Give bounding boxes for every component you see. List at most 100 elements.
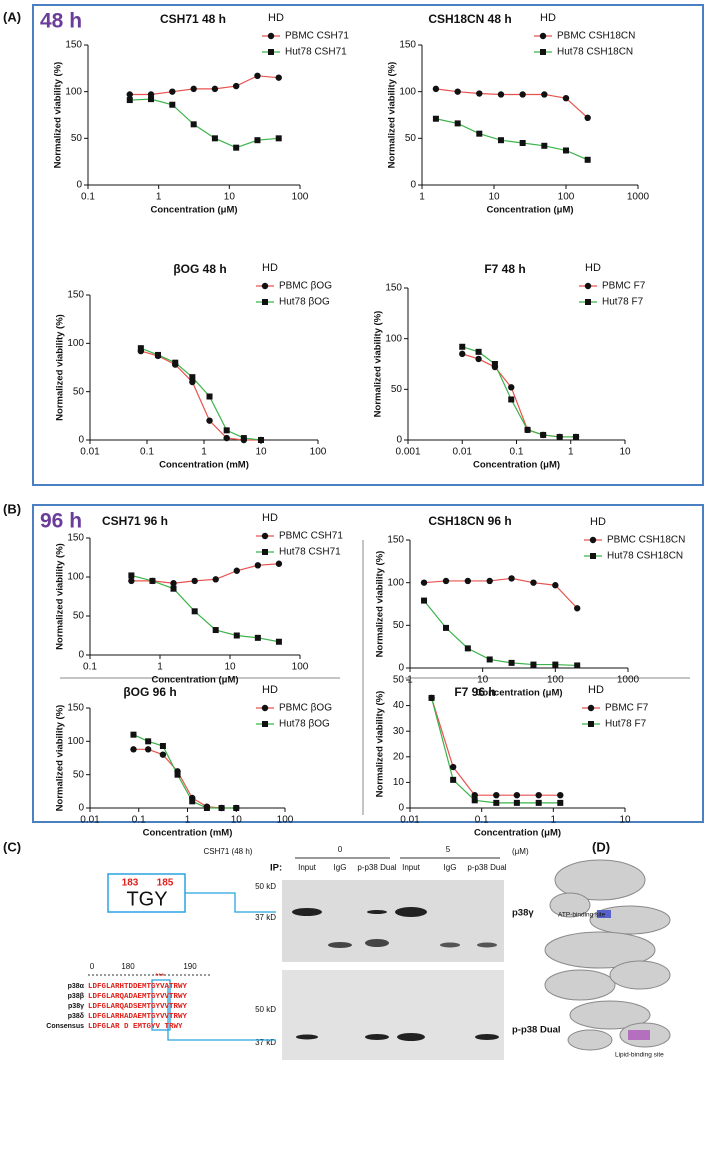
- data-point: [541, 142, 548, 149]
- stars: ***: [155, 972, 164, 981]
- data-point: [464, 645, 471, 652]
- data-point: [573, 433, 580, 440]
- data-point: [454, 120, 461, 127]
- data-point: [475, 355, 482, 363]
- legend-title: HD: [590, 516, 606, 528]
- data-point: [450, 776, 457, 783]
- y-tick-label: 50: [391, 384, 403, 395]
- legend-label: Hut78 CSH71: [279, 547, 341, 558]
- y-tick-label: 100: [67, 572, 84, 583]
- data-point: [275, 135, 282, 142]
- time-label: 48 h: [40, 10, 82, 33]
- callout: [185, 892, 276, 913]
- data-point: [552, 661, 559, 668]
- y-tick-label: 100: [387, 577, 404, 588]
- fit-line: [435, 118, 588, 161]
- data-point: [449, 763, 457, 771]
- data-point: [541, 91, 548, 98]
- fit-line: [133, 734, 237, 809]
- y-tick-label: 20: [393, 751, 405, 762]
- y-axis-label: Normalized viability (%): [375, 691, 386, 798]
- lane-label: IgG: [334, 863, 347, 872]
- data-point: [530, 661, 537, 668]
- data-point: [432, 115, 439, 122]
- data-point: [223, 427, 230, 434]
- residue: 183: [122, 878, 139, 889]
- fit-line: [140, 350, 261, 441]
- legend-marker: [540, 49, 546, 55]
- legend-label: PBMC βOG: [279, 703, 332, 714]
- residue: 185: [157, 878, 174, 889]
- y-tick-label: 50: [71, 133, 83, 144]
- x-tick-label: 1: [156, 192, 162, 203]
- data-point: [471, 797, 478, 804]
- mw-marker: 50 kD: [255, 882, 276, 891]
- y-tick-label: 150: [67, 533, 84, 544]
- x-tick-label: 0.01: [80, 447, 100, 458]
- data-point: [574, 662, 581, 669]
- legend-label: PBMC F7: [605, 703, 649, 714]
- data-point: [562, 95, 570, 102]
- legend-label: PBMC CSH71: [279, 531, 343, 542]
- y-tick-label: 0: [410, 180, 416, 191]
- data-point: [254, 634, 261, 641]
- legend-label: PBMC βOG: [279, 281, 332, 292]
- x-tick-label: 0.01: [80, 815, 100, 826]
- sequence: LDFGLAR D EMTGYV TRWY: [88, 1023, 183, 1031]
- panel-label: (C): [3, 839, 21, 854]
- data-point: [556, 433, 563, 440]
- site-label: ATP-binding site: [558, 912, 606, 919]
- legend-marker: [261, 532, 269, 540]
- legend-label: PBMC F7: [602, 281, 646, 292]
- data-point: [233, 144, 240, 151]
- legend-marker: [261, 282, 269, 290]
- data-point: [508, 396, 515, 403]
- x-tick-label: 10: [619, 815, 631, 826]
- data-point: [169, 101, 176, 108]
- data-point: [189, 378, 196, 386]
- data-point: [258, 437, 264, 443]
- data-point: [189, 374, 196, 381]
- data-point: [126, 91, 133, 98]
- x-tick-label: 0.1: [81, 192, 95, 203]
- x-tick-label: 0.1: [140, 447, 154, 458]
- fit-line: [462, 353, 577, 438]
- alignment-position: 190: [183, 962, 197, 971]
- legend-title: HD: [585, 262, 601, 274]
- x-tick-label: 100: [292, 662, 309, 673]
- data-point: [535, 799, 542, 806]
- x-tick-label: 1: [568, 447, 574, 458]
- data-point: [130, 731, 137, 738]
- data-point: [212, 627, 219, 634]
- data-point: [130, 746, 137, 753]
- legend-marker: [589, 536, 597, 544]
- y-tick-label: 100: [67, 736, 84, 747]
- sequence: LDFGLARHADAEMTGYVVTRWY: [88, 1013, 188, 1021]
- y-tick-label: 150: [67, 290, 84, 301]
- y-tick-label: 0: [78, 435, 84, 446]
- data-point: [486, 656, 493, 663]
- y-axis-label: Normalized viability (%): [53, 62, 64, 169]
- y-tick-label: 50: [73, 611, 85, 622]
- data-point: [476, 90, 483, 97]
- data-point: [459, 343, 466, 350]
- alignment-position: 180: [121, 962, 135, 971]
- data-point: [535, 792, 542, 799]
- data-point: [519, 140, 526, 146]
- sequence: LDFGLARQADSEMTGYVVTRWY: [88, 1003, 188, 1011]
- legend-label: PBMC CSH71: [285, 31, 349, 42]
- data-point: [145, 738, 152, 745]
- x-tick-label: 10: [255, 447, 267, 458]
- data-point: [223, 434, 230, 442]
- data-point: [211, 135, 218, 142]
- y-tick-label: 150: [385, 283, 402, 294]
- dose: 0: [338, 845, 343, 854]
- lane-label: p-p38 Dual: [467, 863, 506, 872]
- legend-marker: [587, 704, 595, 712]
- alignment-position: 0: [90, 962, 95, 971]
- x-tick-label: 1: [157, 662, 163, 673]
- legend-title: HD: [262, 684, 278, 696]
- legend-marker: [590, 553, 596, 559]
